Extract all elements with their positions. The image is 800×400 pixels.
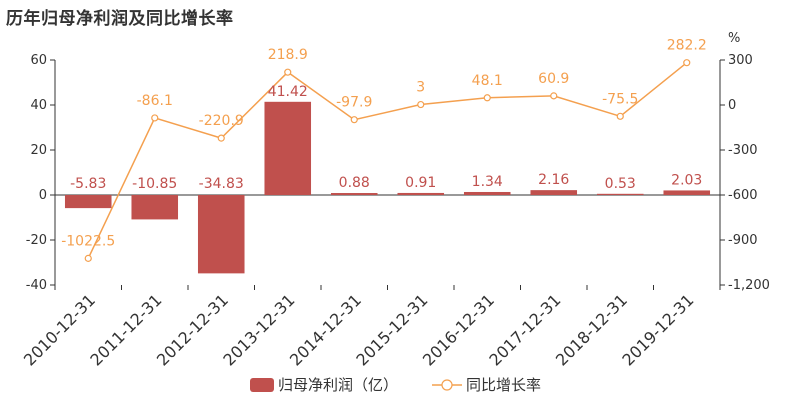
bar	[131, 195, 179, 220]
line-value-label: 218.9	[268, 47, 308, 63]
line-series	[84, 59, 691, 262]
left-tick-label: 60	[30, 53, 47, 68]
line-point	[84, 254, 92, 262]
bar-value-label: 0.53	[605, 176, 636, 192]
line-value-label: -86.1	[137, 93, 173, 109]
bar	[530, 190, 578, 195]
line-point	[350, 116, 358, 124]
line-point	[483, 94, 491, 102]
bar	[663, 190, 711, 195]
bar-value-label: 2.03	[671, 172, 702, 188]
line-point	[217, 134, 225, 142]
legend-bar-label: 归母净利润（亿）	[278, 376, 398, 394]
right-axis-unit: %	[728, 31, 740, 46]
right-tick-label: -900	[728, 233, 758, 248]
bar	[197, 195, 245, 274]
bar	[330, 193, 378, 195]
left-tick-label: 20	[30, 143, 47, 158]
bar-value-label: 0.91	[405, 175, 436, 191]
line-value-label: 282.2	[667, 38, 707, 54]
data-labels: -5.83 -10.85 -34.83 41.42 0.88 0.91 1.34 2.16 0.…	[61, 38, 707, 250]
line-value-label: -220.9	[199, 113, 244, 129]
bar	[463, 191, 511, 195]
legend-line-marker	[441, 379, 453, 391]
left-tick-label: -20	[26, 233, 47, 248]
line-value-label: -1022.5	[61, 233, 115, 249]
line-value-label: -97.9	[336, 95, 372, 111]
right-tick-label: 0	[728, 98, 736, 113]
right-tick-label: -600	[728, 188, 758, 203]
bar	[596, 193, 644, 195]
line-value-label: 60.9	[538, 71, 569, 87]
bar-series	[64, 101, 711, 274]
chart-title: 历年归母净利润及同比增长率	[6, 9, 234, 29]
bar-value-label: 2.16	[538, 172, 569, 188]
line-value-label: 48.1	[472, 73, 503, 89]
line-value-label: 3	[416, 80, 425, 96]
legend: 归母净利润（亿） 同比增长率	[250, 376, 541, 394]
bar-value-label: 41.42	[268, 84, 308, 100]
growth-line	[87, 62, 688, 259]
right-tick-label: -1,200	[728, 278, 770, 293]
line-value-label: -75.5	[602, 91, 638, 107]
left-tick-label: -40	[26, 278, 47, 293]
right-tick-label: 300	[728, 53, 753, 68]
line-point	[683, 59, 691, 67]
bar-value-label: 0.88	[339, 175, 370, 191]
bar	[264, 101, 312, 195]
legend-bar-swatch	[250, 378, 274, 392]
bar-value-label: -5.83	[70, 176, 106, 192]
bar	[64, 195, 112, 209]
bar-value-label: -10.85	[132, 176, 177, 192]
left-tick-label: 40	[30, 98, 47, 113]
bar-value-label: 1.34	[472, 174, 503, 190]
line-point	[151, 114, 159, 122]
right-tick-label: -300	[728, 143, 758, 158]
line-point	[284, 68, 292, 76]
line-point	[550, 92, 558, 100]
legend-line-label: 同比增长率	[466, 376, 541, 394]
bar	[397, 192, 445, 195]
left-tick-label: 0	[39, 188, 47, 203]
x-tick-label: 2019-12-31	[618, 290, 697, 369]
bar-value-label: -34.83	[199, 176, 244, 192]
line-point	[616, 112, 624, 120]
line-point	[417, 100, 425, 109]
